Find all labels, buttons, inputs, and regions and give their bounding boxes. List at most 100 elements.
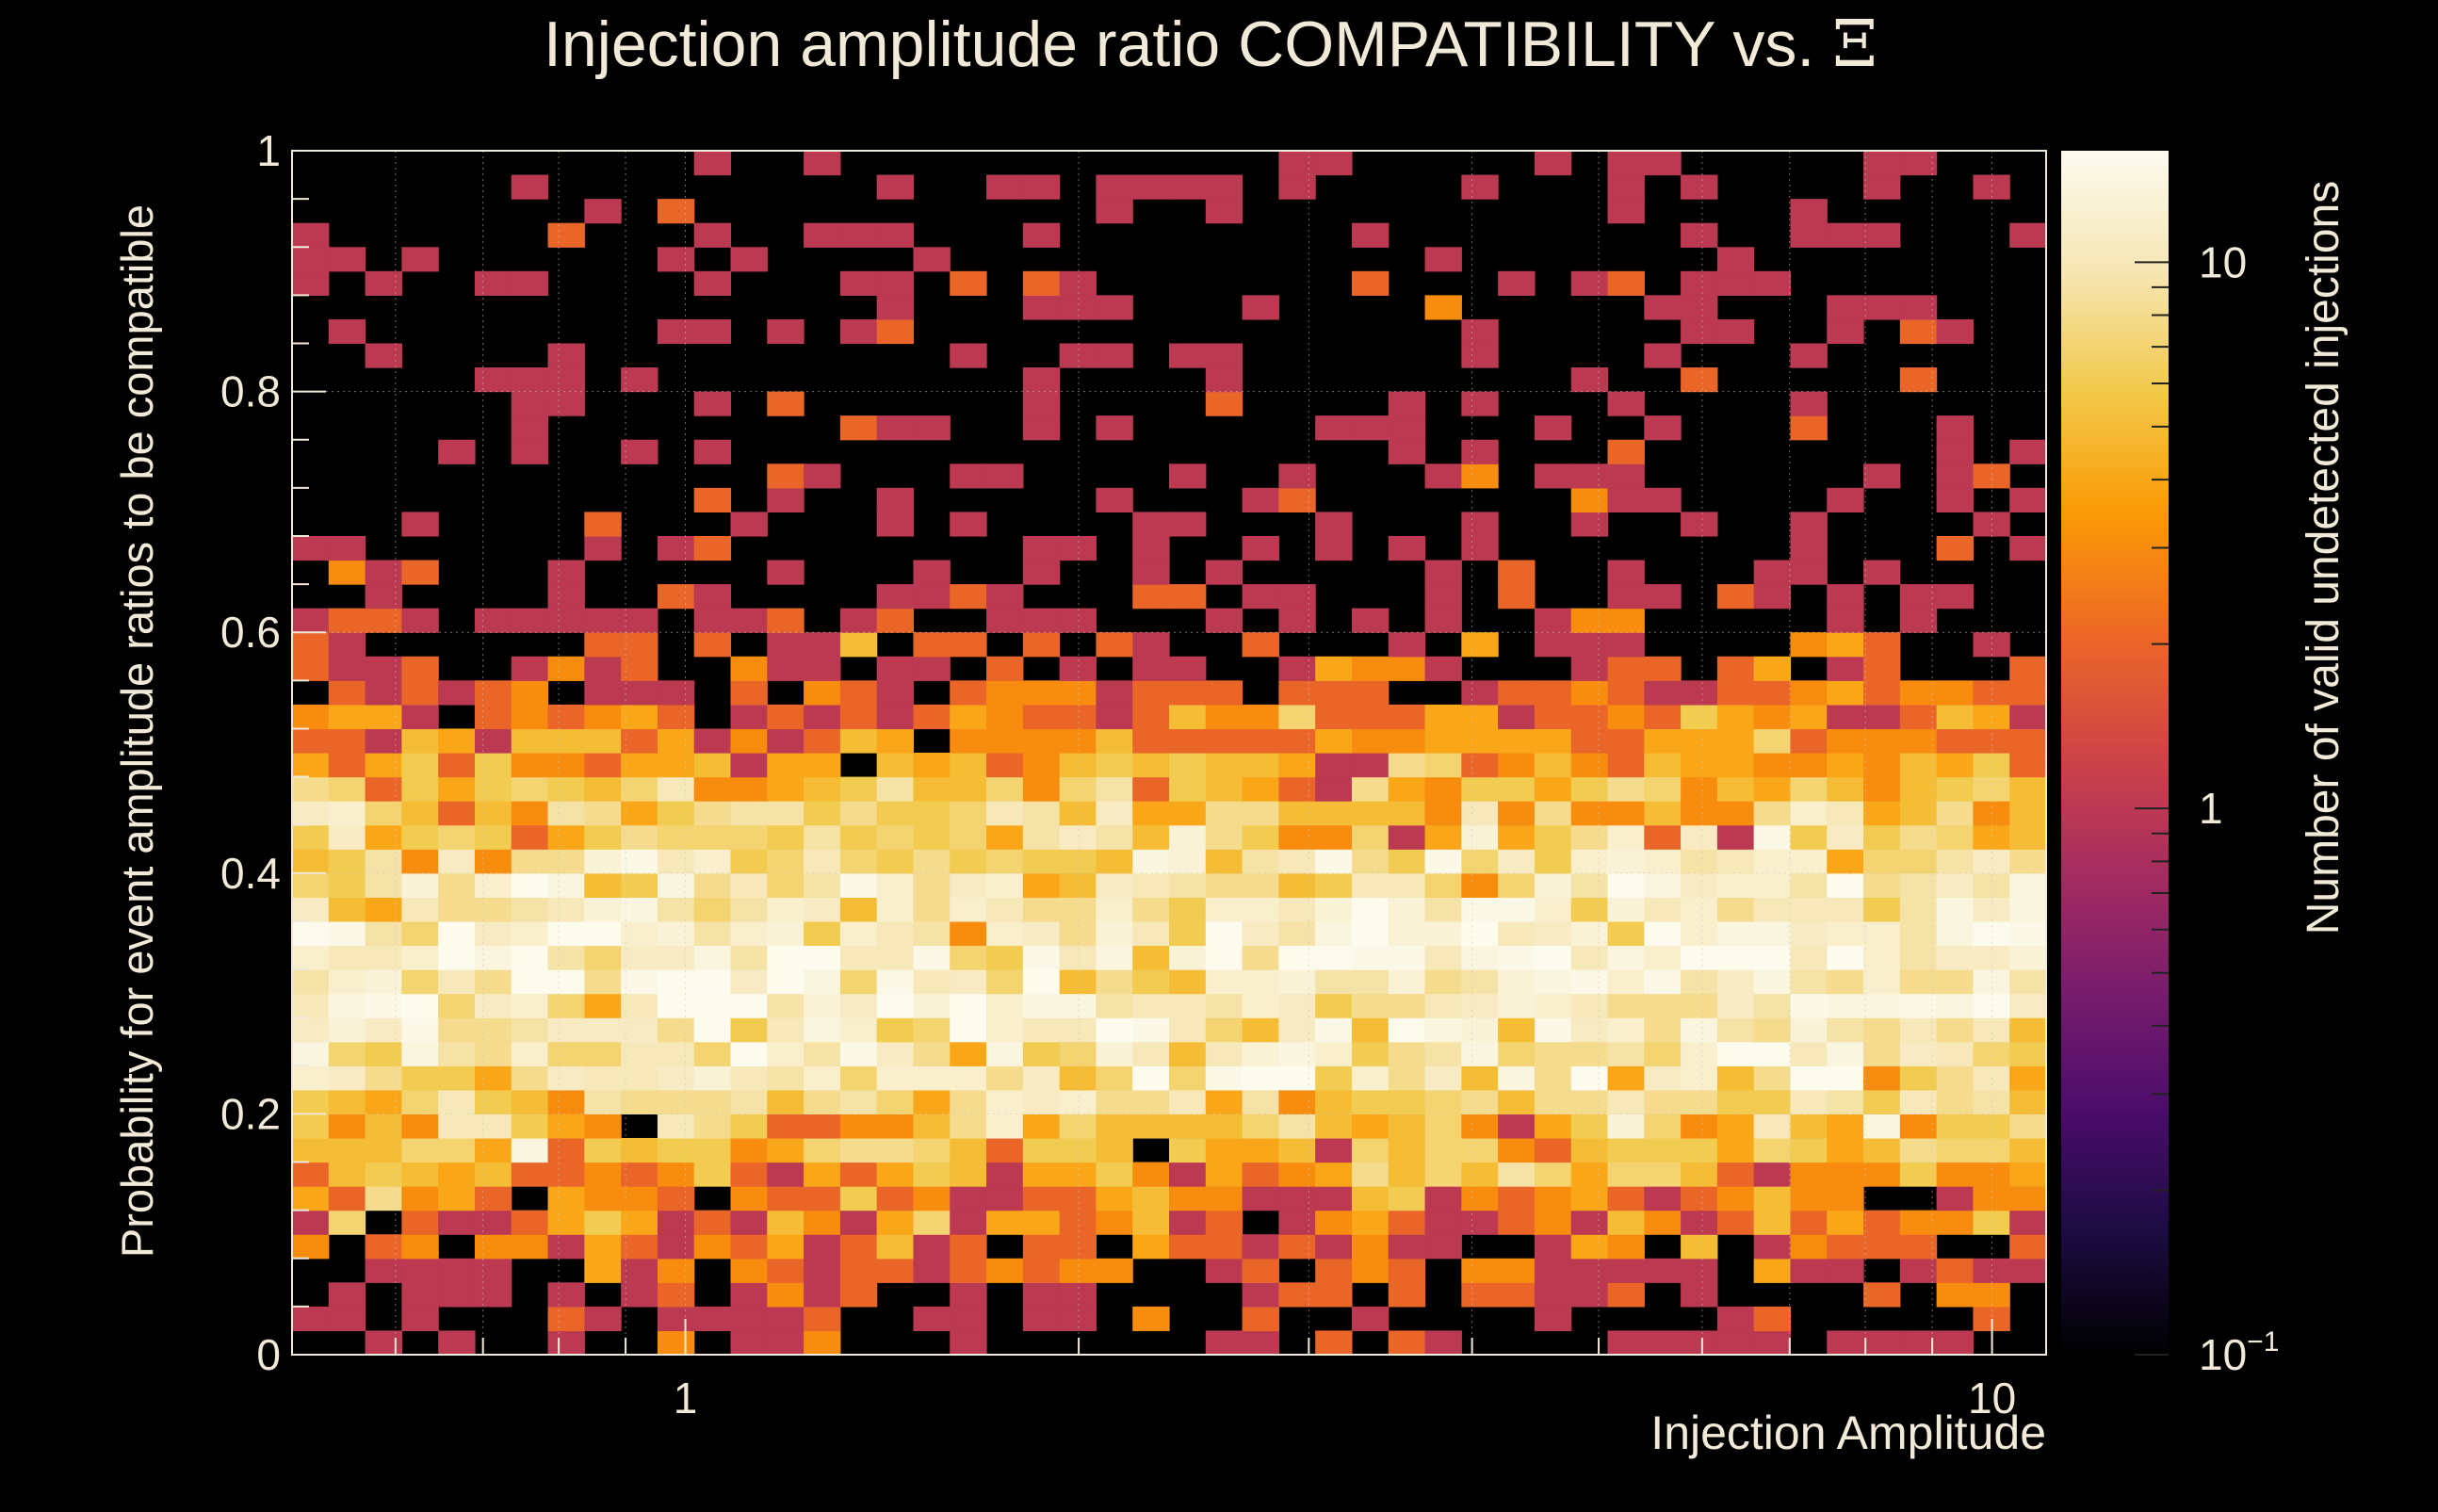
heatmap-cell bbox=[1936, 1162, 1975, 1187]
heatmap-cell bbox=[1863, 1114, 1901, 1139]
heatmap-cell bbox=[1132, 969, 1170, 995]
heatmap-cell bbox=[1753, 728, 1792, 754]
heatmap-cell bbox=[1059, 1114, 1097, 1139]
heatmap-cell bbox=[1827, 728, 1864, 754]
heatmap-cell bbox=[657, 920, 695, 947]
heatmap-cell bbox=[1570, 1114, 1609, 1139]
heatmap-cell bbox=[1461, 920, 1499, 947]
heatmap-cell bbox=[511, 704, 549, 730]
heatmap-cell bbox=[1863, 801, 1901, 826]
heatmap-cell bbox=[1936, 1137, 1975, 1163]
heatmap-cell bbox=[913, 656, 951, 681]
heatmap-cell bbox=[401, 1234, 439, 1260]
heatmap-cell bbox=[1899, 776, 1938, 802]
heatmap-cell bbox=[1716, 753, 1755, 778]
heatmap-cell bbox=[1498, 824, 1536, 850]
heatmap-cell bbox=[913, 1017, 951, 1043]
heatmap-cell bbox=[1205, 1210, 1243, 1235]
heatmap-cell bbox=[621, 1282, 658, 1308]
heatmap-cell bbox=[1607, 897, 1645, 922]
heatmap-cell bbox=[328, 824, 366, 850]
heatmap-cell bbox=[401, 945, 439, 970]
heatmap-cell bbox=[2009, 1137, 2047, 1163]
heatmap-cell bbox=[1278, 151, 1316, 176]
heatmap-cell bbox=[2009, 1017, 2047, 1043]
heatmap-cell bbox=[1570, 680, 1609, 706]
heatmap-cell bbox=[1790, 801, 1828, 826]
heatmap-cell bbox=[839, 1162, 878, 1187]
heatmap-cell bbox=[584, 656, 622, 681]
heatmap-cell bbox=[1169, 1065, 1207, 1091]
heatmap-cell bbox=[767, 872, 805, 898]
heatmap-cell bbox=[438, 824, 476, 850]
plot-area bbox=[292, 151, 2047, 1356]
heatmap-cell bbox=[1681, 1258, 1718, 1283]
heatmap-cell bbox=[767, 945, 805, 970]
heatmap-cell bbox=[1059, 728, 1097, 754]
heatmap-cell bbox=[438, 1114, 476, 1139]
heatmap-cell bbox=[1205, 174, 1243, 200]
heatmap-cell bbox=[1716, 1330, 1755, 1356]
heatmap-cell bbox=[1753, 969, 1792, 995]
heatmap-cell bbox=[401, 1017, 439, 1043]
heatmap-cell bbox=[1059, 680, 1097, 706]
heatmap-cell bbox=[1936, 680, 1975, 706]
heatmap-cell bbox=[693, 753, 732, 778]
heatmap-cell bbox=[1936, 1065, 1975, 1091]
heatmap-cell bbox=[1096, 728, 1133, 754]
heatmap-cell bbox=[1827, 584, 1864, 610]
heatmap-cell bbox=[1936, 945, 1975, 970]
heatmap-cell bbox=[804, 1162, 841, 1187]
heatmap-cell bbox=[986, 897, 1024, 922]
heatmap-cell bbox=[1461, 318, 1499, 345]
heatmap-cell bbox=[474, 1162, 512, 1187]
heatmap-cell bbox=[365, 1258, 402, 1283]
heatmap-cell bbox=[876, 1137, 915, 1163]
heatmap-cell bbox=[950, 704, 987, 730]
heatmap-cell bbox=[1863, 897, 1901, 922]
heatmap-cell bbox=[1498, 1114, 1536, 1139]
heatmap-cell bbox=[1242, 1162, 1279, 1187]
heatmap-cell bbox=[438, 1065, 476, 1091]
heatmap-cell bbox=[1498, 801, 1536, 826]
heatmap-cell bbox=[1534, 753, 1572, 778]
heatmap-cell bbox=[1278, 801, 1316, 826]
heatmap-cell bbox=[474, 1282, 512, 1308]
heatmap-cell bbox=[584, 1089, 622, 1114]
heatmap-cell bbox=[1388, 728, 1426, 754]
heatmap-cell bbox=[767, 897, 805, 922]
heatmap-cell bbox=[657, 824, 695, 850]
heatmap-cell bbox=[1790, 945, 1828, 970]
heatmap-cell bbox=[986, 920, 1024, 947]
heatmap-cell bbox=[1461, 801, 1499, 826]
heatmap-cell bbox=[1388, 1137, 1426, 1163]
heatmap-cell bbox=[547, 1234, 585, 1260]
heatmap-cell bbox=[2009, 753, 2047, 778]
heatmap-cell bbox=[584, 824, 622, 850]
heatmap-cell bbox=[1388, 1017, 1426, 1043]
heatmap-cell bbox=[1315, 1114, 1353, 1139]
heatmap-cell bbox=[328, 776, 366, 802]
heatmap-cell bbox=[584, 1137, 622, 1163]
heatmap-cell bbox=[1936, 849, 1975, 874]
heatmap-cell bbox=[621, 1089, 658, 1114]
heatmap-cell bbox=[804, 1089, 841, 1114]
heatmap-cell bbox=[1899, 1065, 1938, 1091]
heatmap-cell bbox=[1498, 1089, 1536, 1114]
heatmap-cell bbox=[1315, 945, 1353, 970]
heatmap-cell bbox=[328, 656, 366, 681]
heatmap-cell bbox=[1278, 1041, 1316, 1066]
heatmap-cell bbox=[1351, 608, 1390, 633]
heatmap-cell bbox=[1863, 1282, 1901, 1308]
heatmap-cell bbox=[1498, 680, 1536, 706]
heatmap-cell bbox=[365, 1089, 402, 1114]
heatmap-cell bbox=[1461, 1210, 1499, 1235]
heatmap-cell bbox=[1132, 1210, 1170, 1235]
heatmap-cell bbox=[913, 776, 951, 802]
heatmap-cell bbox=[1315, 801, 1353, 826]
heatmap-cell bbox=[1681, 1017, 1718, 1043]
heatmap-cell bbox=[1534, 1089, 1572, 1114]
heatmap-cell bbox=[1570, 270, 1609, 296]
heatmap-cell bbox=[1096, 199, 1133, 224]
heatmap-cell bbox=[839, 1114, 878, 1139]
